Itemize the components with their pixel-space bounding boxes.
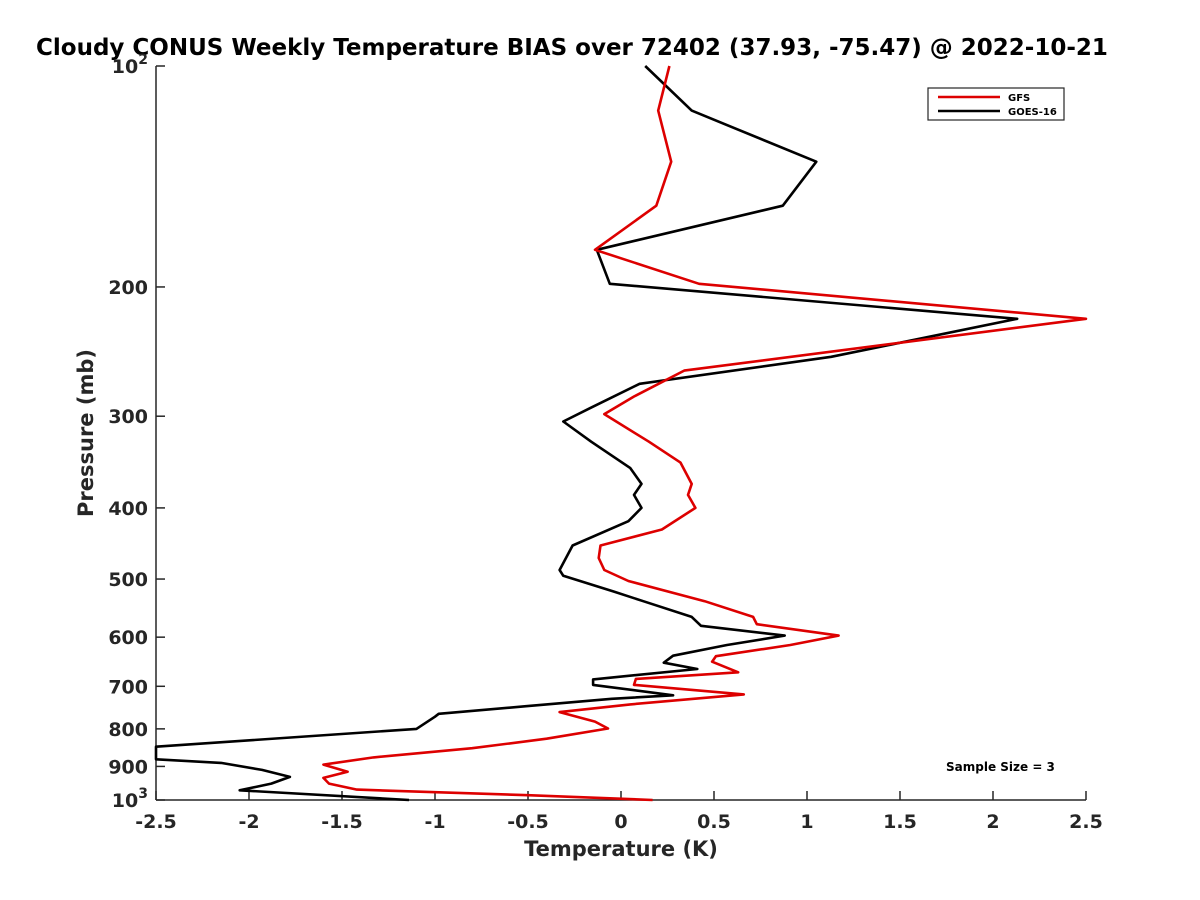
series-lines (154, 65, 1088, 802)
y-tick-label: 800 (108, 719, 148, 741)
x-tick-label: 2.5 (1069, 811, 1103, 833)
y-tick-exponent: 3 (138, 786, 148, 802)
x-tick-label: -1 (424, 811, 445, 833)
y-tick-label: 900 (108, 756, 148, 778)
series-line-goes-16 (154, 65, 1019, 802)
legend-entry-gfs: GFS (1008, 93, 1030, 104)
legend-box (927, 87, 1065, 121)
x-tick-label: 1 (800, 811, 813, 833)
y-tick-label: 200 (108, 277, 148, 299)
x-tick-label: -1.5 (321, 811, 363, 833)
x-tick-label: -2.5 (135, 811, 177, 833)
series-line-gfs (322, 65, 1088, 802)
y-tick-label: 300 (108, 406, 148, 428)
x-tick-label: -2 (238, 811, 259, 833)
plot-area: -2.5 -2 -1.5 -1 -0.5 0 0.5 1 1.5 2 2.5 10220030040… (108, 52, 1103, 833)
x-tick-label: 0 (614, 811, 627, 833)
x-ticks: -2.5 -2 -1.5 -1 -0.5 0 0.5 1 1.5 2 2.5 (135, 791, 1103, 833)
y-tick-label: 600 (108, 627, 148, 649)
x-tick-label: 0.5 (697, 811, 731, 833)
x-tick-label: 2 (986, 811, 999, 833)
y-tick-label: 102 (112, 52, 148, 78)
y-tick-exponent: 2 (138, 52, 148, 68)
chart-title: Cloudy CONUS Weekly Temperature BIAS ove… (36, 35, 1108, 61)
x-tick-label: 1.5 (883, 811, 917, 833)
x-axis-label: Temperature (K) (524, 837, 718, 861)
y-axis-label: Pressure (mb) (74, 349, 98, 517)
y-tick-base: 10 (112, 790, 138, 812)
x-tick-label: -0.5 (507, 811, 549, 833)
y-tick-base: 10 (112, 56, 138, 78)
sample-size-annotation: Sample Size = 3 (946, 760, 1055, 774)
y-tick-label: 103 (112, 786, 148, 812)
y-tick-label: 500 (108, 569, 148, 591)
legend-entry-goes16: GOES-16 (1008, 107, 1057, 118)
y-tick-label: 400 (108, 498, 148, 520)
legend: GFS GOES-16 (927, 87, 1065, 121)
y-tick-label: 700 (108, 676, 148, 698)
